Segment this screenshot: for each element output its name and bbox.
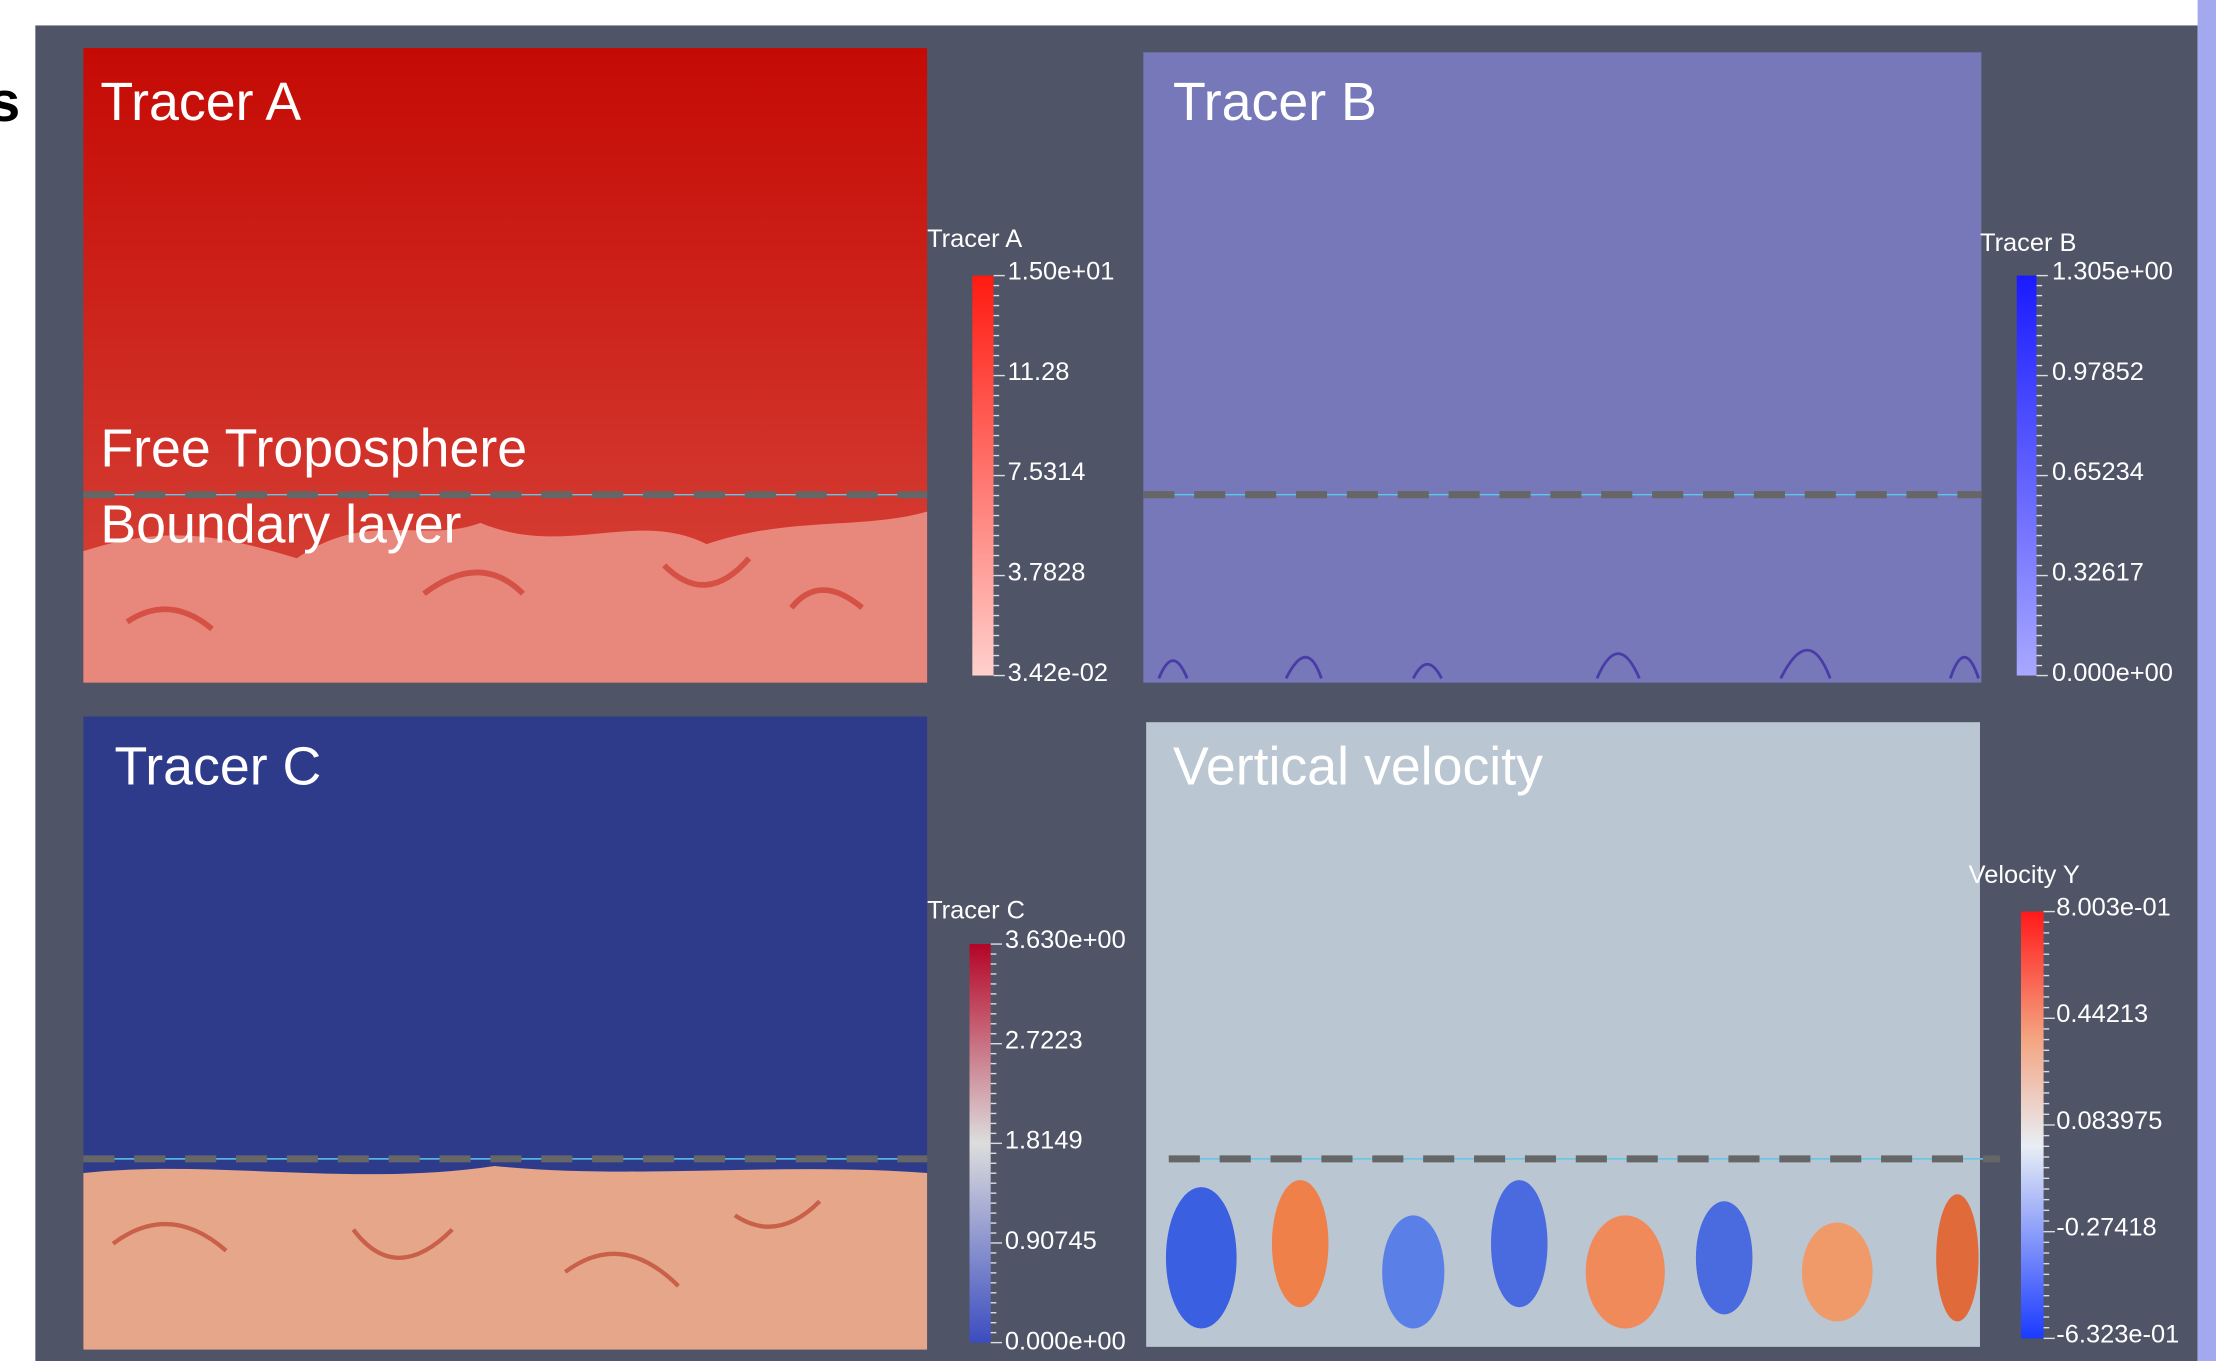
colorbar (2017, 276, 2037, 676)
panel-title: Vertical velocity (1173, 736, 1543, 796)
colorbar-title: Tracer C (927, 896, 1025, 924)
colorbar-tick-label: 0.90745 (1005, 1227, 1097, 1255)
mixed-layer (83, 1166, 927, 1350)
colorbar-tick-label: 0.44213 (2056, 1000, 2148, 1028)
panel-title: Tracer B (1173, 72, 1377, 132)
region-label: Boundary layer (100, 495, 461, 555)
colorbar-tick-label: 7.5314 (1008, 458, 1086, 486)
colorbar-tick-label: 0.000e+00 (1005, 1327, 1126, 1355)
colorbar-tick-label: 1.50e+01 (1008, 257, 1115, 285)
colorbar-tick-label: 0.32617 (2052, 559, 2144, 587)
colorbar-title: Tracer B (1980, 229, 2077, 257)
colorbar-title: Tracer A (927, 225, 1022, 253)
colorbar-tick-label: 0.000e+00 (2052, 659, 2173, 687)
colorbar-tick-label: 0.97852 (2052, 358, 2144, 386)
colorbar-tick-label: 0.65234 (2052, 458, 2144, 486)
panel-b (1143, 52, 1981, 682)
colorbar-title: Velocity Y (1969, 861, 2080, 889)
colorbar-tick-label: -0.27418 (2056, 1214, 2156, 1242)
colorbar-tick-label: 1.305e+00 (2052, 257, 2173, 285)
scrollbar (2198, 0, 2216, 1361)
colorbar-tick-label: -6.323e-01 (2056, 1320, 2179, 1348)
region-label: Free Troposphere (100, 418, 527, 478)
colorbar-tick-label: 2.7223 (1005, 1026, 1083, 1054)
panel-title: Tracer C (114, 736, 321, 796)
colorbar-tick-label: 0.083975 (2056, 1107, 2162, 1135)
fragment-text: s (0, 70, 20, 133)
panel-title: Tracer A (100, 72, 301, 132)
colorbar (972, 276, 993, 676)
colorbar-tick-label: 3.42e-02 (1008, 659, 1108, 687)
colorbar (970, 944, 991, 1343)
colorbar-tick-label: 8.003e-01 (2056, 893, 2171, 921)
colorbar-tick-label: 1.8149 (1005, 1127, 1083, 1155)
colorbar-tick-label: 3.630e+00 (1005, 926, 1126, 954)
colorbar (2021, 912, 2044, 1339)
screenshot: s Tracer A Free Troposphere Boundary layer… (0, 0, 2216, 1361)
colorbar-tick-label: 3.7828 (1008, 559, 1086, 587)
colorbar-tick-label: 11.28 (1008, 358, 1070, 386)
page: {"fragment": "s", "panels": [ {"title": … (0, 0, 2216, 1361)
